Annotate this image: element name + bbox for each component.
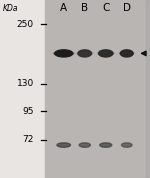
Text: A: A: [60, 3, 67, 13]
Text: 250: 250: [17, 20, 34, 28]
Text: B: B: [81, 3, 88, 13]
Ellipse shape: [77, 52, 93, 55]
Text: C: C: [102, 3, 110, 13]
Ellipse shape: [99, 50, 113, 57]
Text: KDa: KDa: [3, 4, 18, 14]
Bar: [45, 0, 150, 178]
Text: 130: 130: [16, 79, 34, 88]
Text: D: D: [123, 3, 131, 13]
Text: 72: 72: [22, 135, 34, 144]
Ellipse shape: [119, 52, 134, 55]
Ellipse shape: [57, 143, 70, 147]
Bar: [146, 0, 150, 178]
Ellipse shape: [100, 143, 112, 147]
Ellipse shape: [53, 52, 74, 55]
Ellipse shape: [120, 50, 133, 57]
Ellipse shape: [122, 143, 132, 147]
Bar: [0, 0, 45, 178]
Ellipse shape: [78, 50, 92, 57]
Ellipse shape: [55, 50, 73, 57]
Ellipse shape: [79, 143, 90, 147]
Text: 95: 95: [22, 107, 34, 116]
Ellipse shape: [98, 52, 114, 55]
